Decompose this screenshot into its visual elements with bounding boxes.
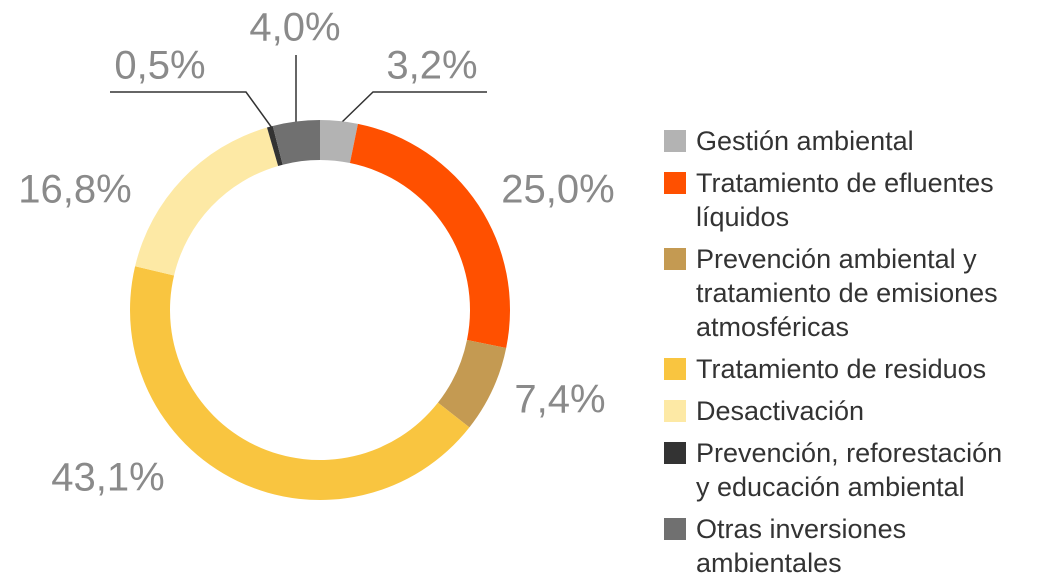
- donut-segment: [266, 125, 283, 166]
- legend-label: Otras inversiones ambientales: [696, 514, 907, 578]
- legend-swatch: [664, 172, 686, 194]
- leader-line: [339, 91, 487, 125]
- data-label: 0,5%: [114, 44, 205, 88]
- data-label: 43,1%: [51, 456, 164, 500]
- donut-segment: [135, 127, 279, 276]
- data-label: 4,0%: [249, 6, 340, 50]
- data-label: 16,8%: [18, 168, 131, 212]
- donut-segment: [320, 120, 358, 164]
- data-label: 7,4%: [514, 378, 605, 422]
- legend-swatch: [664, 248, 686, 270]
- legend-label: Tratamiento de efluentes líquidos: [696, 168, 994, 232]
- data-label: 3,2%: [386, 44, 477, 88]
- donut-segment: [437, 339, 507, 428]
- legend: Gestión ambiental Tratamiento de efluente…: [664, 124, 1024, 588]
- legend-item: Prevención ambiental y tratamiento de em…: [664, 242, 1024, 344]
- donut-segment: [349, 123, 510, 348]
- leader-line: [110, 91, 273, 129]
- legend-label: Desactivación: [696, 396, 865, 426]
- legend-item: Prevención, reforestación y educación am…: [664, 436, 1024, 504]
- legend-label: Gestión ambiental: [696, 126, 914, 156]
- legend-label: Prevención ambiental y tratamiento de em…: [696, 244, 998, 342]
- donut-segment: [272, 120, 320, 165]
- legend-swatch: [664, 400, 686, 422]
- legend-item: Otras inversiones ambientales: [664, 512, 1024, 580]
- legend-item: Tratamiento de efluentes líquidos: [664, 166, 1024, 234]
- legend-swatch: [664, 518, 686, 540]
- legend-label: Prevención, reforestación y educación am…: [696, 438, 1003, 502]
- legend-item: Tratamiento de residuos: [664, 352, 1024, 386]
- legend-item: Gestión ambiental: [664, 124, 1024, 158]
- legend-label: Tratamiento de residuos: [696, 354, 987, 384]
- data-label: 25,0%: [501, 168, 614, 212]
- donut-segment: [129, 266, 470, 501]
- legend-swatch: [664, 358, 686, 380]
- legend-item: Desactivación: [664, 394, 1024, 428]
- legend-swatch: [664, 130, 686, 152]
- legend-swatch: [664, 442, 686, 464]
